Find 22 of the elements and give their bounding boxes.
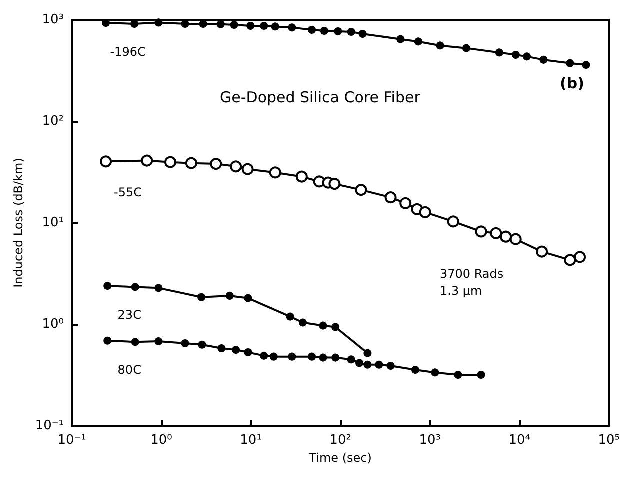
- y-tick-label: 10¹: [42, 216, 64, 230]
- x-tick-label: 10³: [419, 433, 441, 448]
- x-tick-label: 10⁻¹: [58, 433, 86, 448]
- x-tick-label: 10¹: [240, 433, 262, 448]
- y-tick-label: 10⁰: [42, 317, 64, 332]
- y-axis-title: Induced Loss (dB/km): [11, 158, 26, 288]
- series-label: 80C: [118, 362, 142, 377]
- text: Ge-Doped Silica Core Fiber: [220, 88, 422, 106]
- series-label: 23C: [118, 308, 142, 322]
- series-label: -196C: [110, 45, 146, 60]
- annotation: 3700 Rads: [440, 267, 504, 281]
- x-tick-label: 10⁰: [150, 433, 172, 448]
- series-label: -55C: [114, 186, 142, 200]
- annotation: 1.3 μm: [440, 284, 482, 298]
- y-tick-label: 10⁻¹: [35, 418, 64, 434]
- annotation: (b): [560, 74, 584, 92]
- x-tick-label: 10⁴: [508, 433, 530, 448]
- y-tick-label: 10³: [42, 12, 64, 28]
- x-tick-label: 10⁵: [598, 433, 620, 448]
- y-tick-label: 10²: [42, 114, 64, 129]
- x-tick-label: 10²: [330, 433, 352, 448]
- x-axis-title: Time (sec): [308, 451, 372, 465]
